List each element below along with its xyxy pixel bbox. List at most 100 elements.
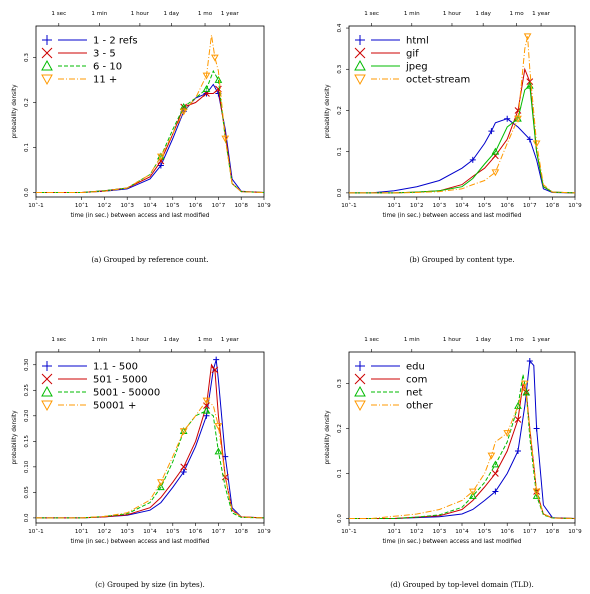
legend-marker [41,385,53,397]
x-tick-label: 10˄9 [568,202,582,209]
data-point [503,430,512,438]
x-tick-label: 10˄1 [75,202,89,209]
legend-marker [42,361,52,371]
x-tick-label: 10˄5 [166,202,180,209]
top-tick-label: 1 year [221,11,240,17]
data-point [504,115,511,122]
y-tick-label: 0.0 [337,188,343,197]
legend-marker [41,74,53,86]
data-point [211,54,219,62]
data-point [514,401,522,409]
legend-label: jpeg [405,62,428,73]
y-tick-label: 0.15 [24,435,30,448]
top-tick-label: 1 hour [131,337,150,343]
data-point [526,358,533,364]
x-tick-label: 10˄-1 [28,202,44,209]
y-axis-label: probability density [325,84,331,139]
plot-frame [348,25,576,198]
top-tick-label: 1 day [164,11,180,17]
panel-caption: (d) Grouped by top-level domain (TLD). [390,580,533,589]
y-tick-label: 0.1 [337,147,343,156]
x-tick-label: 10˄9 [257,202,271,209]
data-point [491,169,500,177]
series-line-2 [36,88,265,193]
data-point [523,33,532,41]
legend-marker [355,35,365,45]
data-point [157,162,164,169]
legend-marker [354,47,366,59]
series-line-4 [349,36,576,194]
series-line-4 [36,34,265,193]
chart-panel-1: 10˄-1 10˄1 10˄2 10˄3 10˄4 10˄5 10˄6 10˄7 10˄8 10˄… [12,11,271,264]
top-tick-label: 1 year [532,337,551,343]
top-tick-label: 1 day [475,11,491,17]
x-tick-label: 10˄3 [120,202,134,209]
x-tick-label: 10˄7 [212,528,226,535]
x-tick-label: 10˄6 [189,202,203,209]
data-point [492,488,499,495]
x-tick-label: 10˄8 [234,528,248,535]
x-tick-label: 10˄1 [387,202,401,209]
series-line-4 [36,399,265,519]
data-point [469,156,476,163]
y-axis-label: probability density [12,84,18,139]
data-point [491,460,500,468]
y-tick-label: 0.20 [24,409,30,422]
x-tick-label: 10˄6 [500,528,514,535]
legend-marker [354,400,366,412]
x-tick-label: 10˄4 [143,202,157,209]
top-tick-label: 1 mo [509,11,524,17]
top-tick-label: 1 min [91,11,107,17]
legend-label: other [406,401,434,412]
data-point [526,136,533,143]
data-point [532,488,541,496]
x-tick-label: 10˄4 [143,528,157,535]
chart-panel-4: 10˄-1 10˄1 10˄2 10˄3 10˄4 10˄5 10˄6 10˄7 10˄8 10˄… [325,337,582,589]
data-point [202,397,211,405]
legend-label: 11 + [93,75,117,86]
x-tick-label: 10˄8 [234,202,248,209]
x-tick-label: 10˄8 [546,528,560,535]
data-point [488,128,495,135]
series-line-2 [349,383,576,519]
top-tick-label: 1 day [164,337,180,343]
data-point [214,423,223,431]
y-tick-label: 0.0 [24,188,30,197]
y-tick-label: 0.1 [24,143,30,152]
x-tick-label: 10˄5 [478,528,492,535]
data-point [514,416,522,423]
data-point [213,356,220,363]
data-point [157,153,165,161]
y-tick-label: 0.05 [24,486,30,499]
y-tick-label: 0.3 [24,53,30,62]
top-tick-label: 1 mo [509,337,524,343]
legend-marker [41,400,53,412]
y-tick-label: 0.30 [24,358,30,371]
legend: 1 - 2 refs 3 - 5 6 - 10 11 + [41,35,138,86]
legend: edu com net other [354,361,434,412]
legend-label: 50001 + [93,401,136,412]
legend-marker [354,373,366,385]
data-point [487,452,496,460]
legend-label: html [406,36,429,47]
data-point [491,147,500,155]
y-tick-label: 0.4 [337,23,343,32]
x-tick-label: 10˄1 [387,528,401,535]
x-tick-label: 10˄7 [523,528,537,535]
top-tick-label: 1 sec [51,337,66,343]
top-tick-label: 1 year [221,337,240,343]
data-point [179,428,188,436]
x-axis-label: time (in sec.) between access and last m… [71,213,210,219]
top-tick-label: 1 sec [364,11,379,17]
y-tick-label: 0.3 [337,64,343,73]
top-tick-label: 1 sec [51,11,66,17]
x-axis-label: time (in sec.) between access and last m… [383,213,522,219]
x-tick-label: 10˄2 [410,528,423,535]
data-point [514,448,521,454]
x-tick-label: 10˄2 [410,202,423,209]
top-tick-label: 1 min [91,337,107,343]
data-point [522,388,531,396]
legend-marker [355,361,365,371]
legend-label: 1 - 2 refs [93,36,138,47]
series-line-4 [349,383,576,519]
